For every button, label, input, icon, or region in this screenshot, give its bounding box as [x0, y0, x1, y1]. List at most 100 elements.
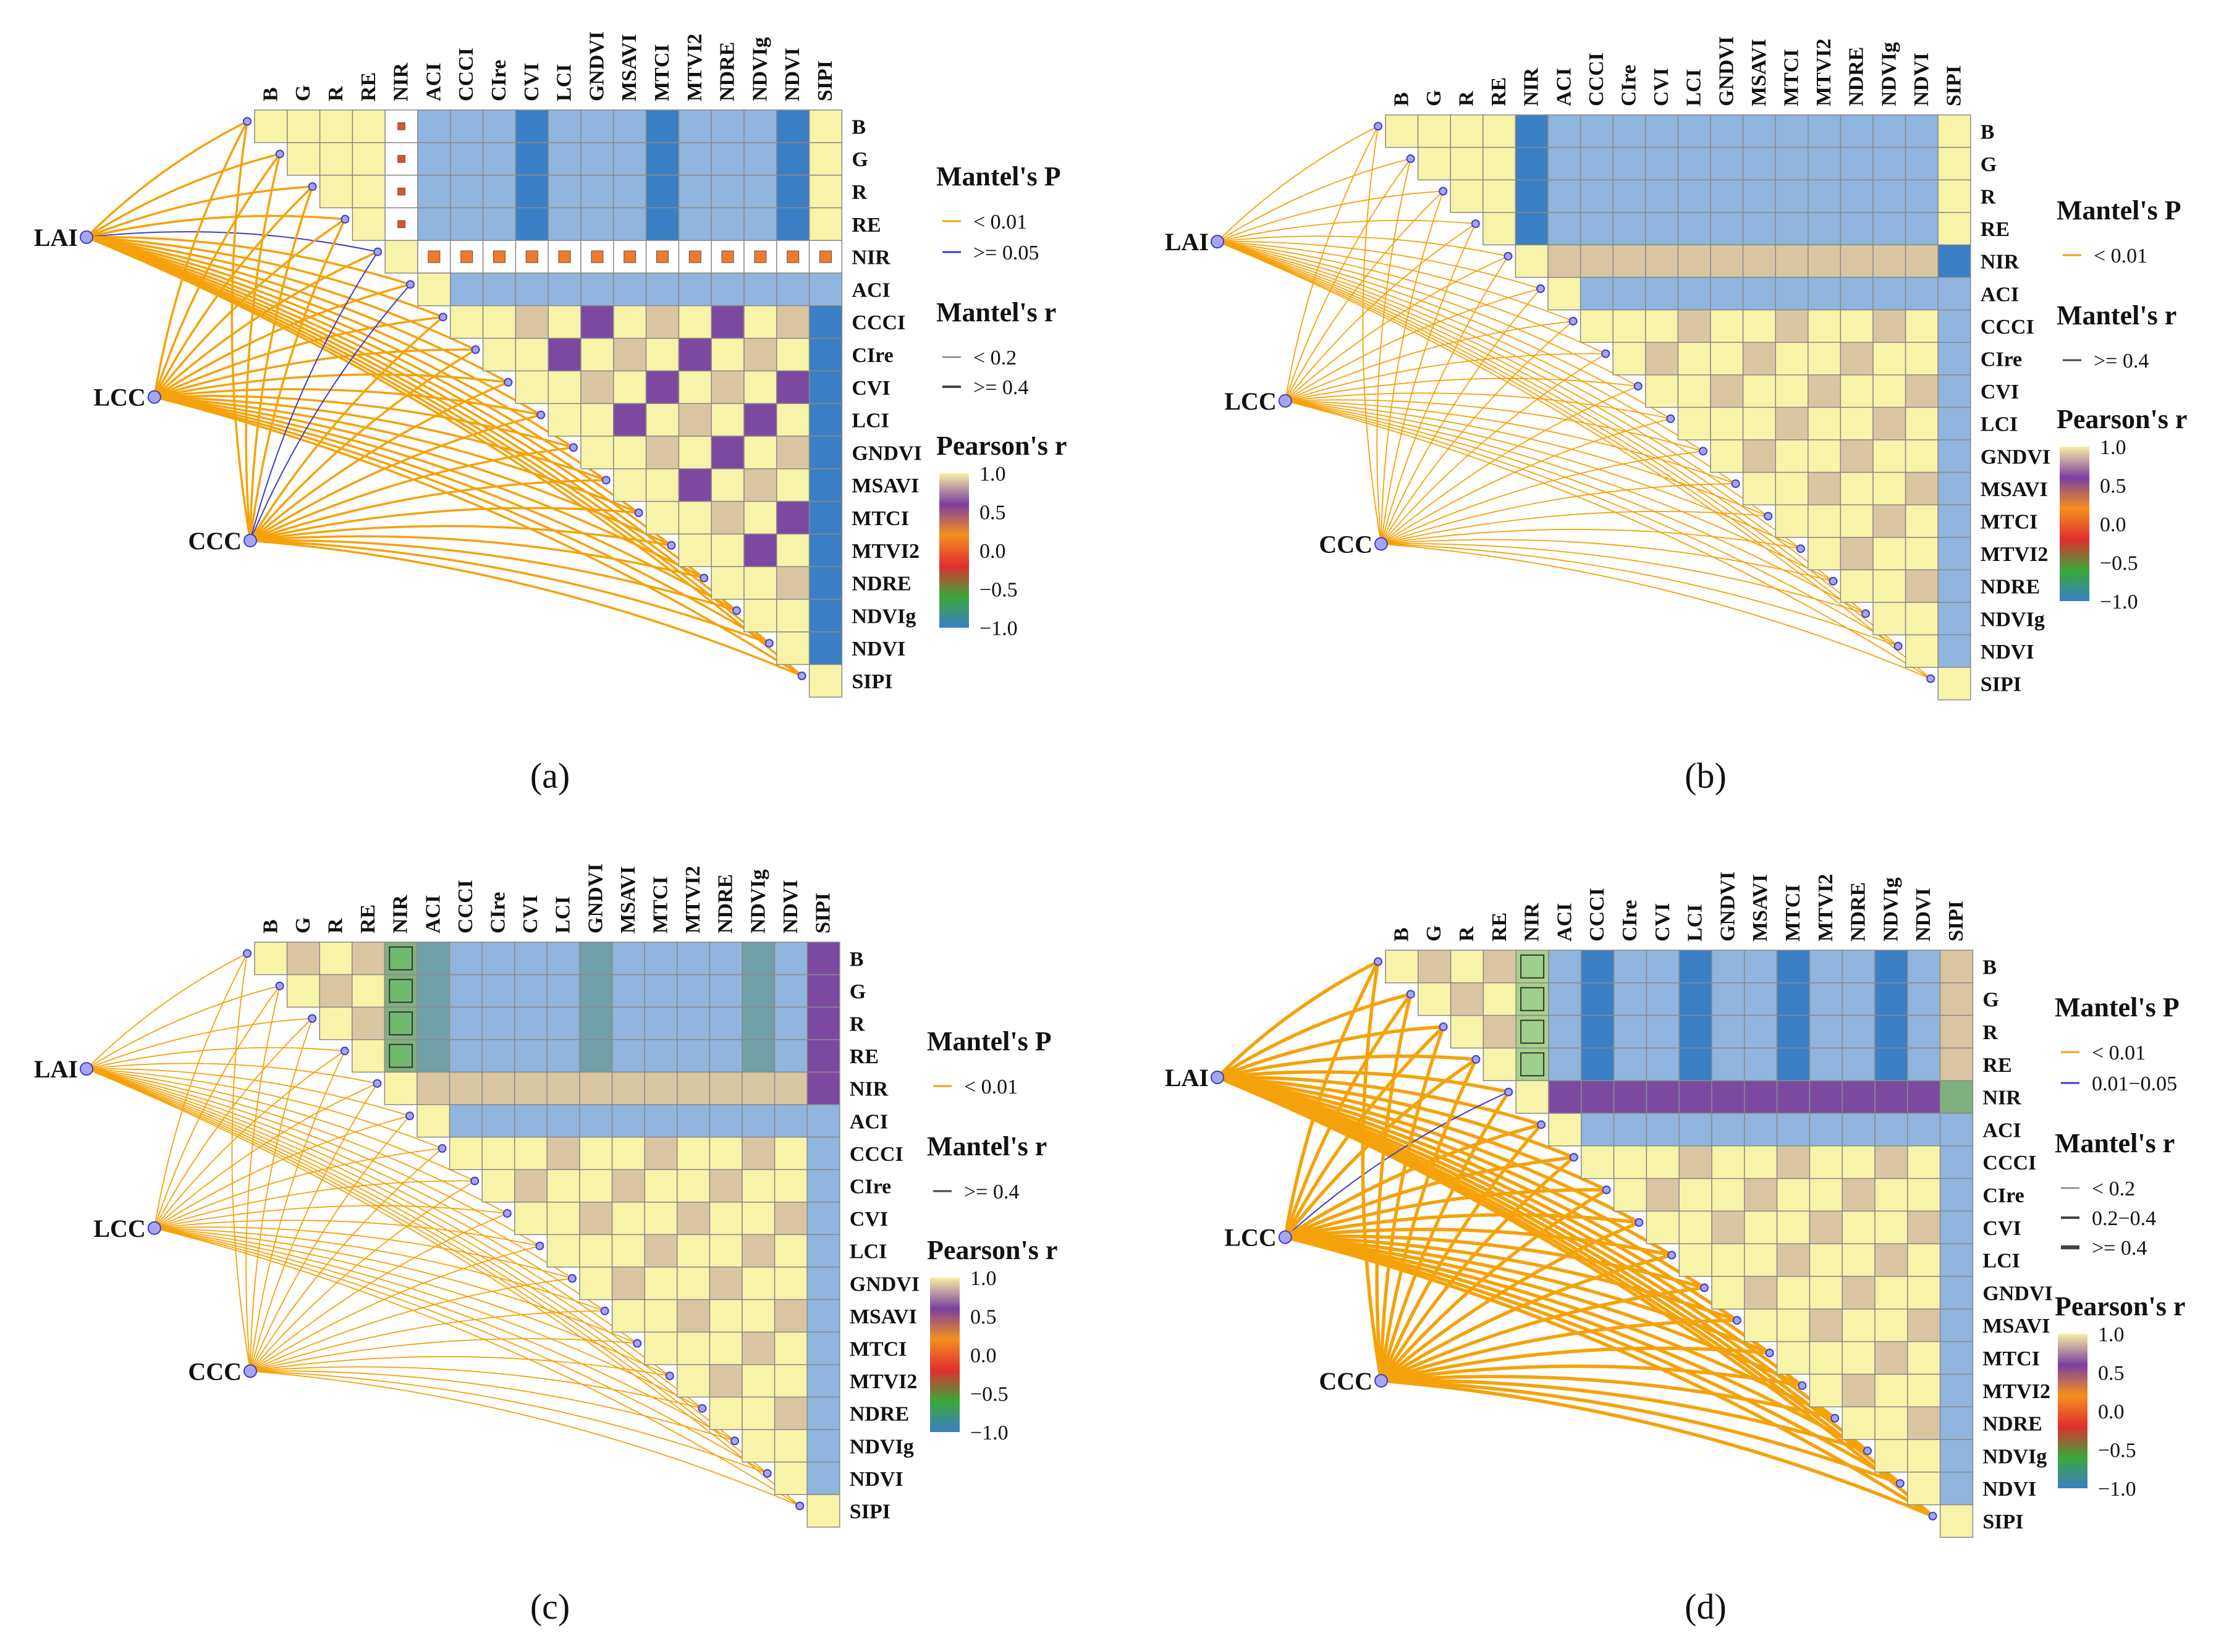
- cell-mtvi2-mtvi2: [677, 1364, 711, 1398]
- cell-aci-lci: [1677, 277, 1711, 311]
- cell-b-re: [352, 942, 386, 976]
- link-lai-nir: [86, 231, 379, 253]
- link-lcc-r: [153, 185, 314, 398]
- cell-g-sipi: [808, 142, 843, 176]
- cell-re-cvi: [1645, 212, 1679, 246]
- anchor-cire: [471, 345, 480, 354]
- cell-cvi-lci: [548, 370, 582, 404]
- cell-lci-msavi: [613, 403, 647, 437]
- link-lcc-gndvi: [153, 1226, 573, 1279]
- link-ccc-re: [249, 218, 347, 542]
- cell-re-cvi: [1646, 1047, 1680, 1081]
- link-lai-b: [85, 120, 248, 238]
- cell-marker-re-nir: [397, 220, 405, 229]
- cell-r-mtci: [644, 1006, 678, 1040]
- cell-nir-gndvi: [579, 1071, 613, 1105]
- cell-aci-ccci: [1580, 277, 1614, 311]
- link-ccc-ccci: [1381, 321, 1574, 545]
- link-lcc-ndre: [1284, 400, 1834, 582]
- cell-nir-nir: [384, 1071, 418, 1105]
- anchor-g: [1406, 990, 1415, 999]
- cell-re-mtvi2: [1809, 1047, 1843, 1081]
- cell-r-lci: [548, 174, 582, 209]
- cell-cvi-sipi: [806, 1202, 840, 1236]
- cell-g-mtci: [644, 974, 678, 1008]
- column-label-cvi: CVI: [1650, 68, 1673, 106]
- link-lai-msavi: [1217, 241, 1736, 484]
- cell-b-cire: [1613, 950, 1647, 984]
- link-ccc-ccci: [249, 316, 444, 542]
- legend-colorbar-tick: −0.5: [2098, 1439, 2136, 1462]
- cell-gndvi-msavi: [613, 436, 647, 470]
- cell-nir-sipi: [806, 1071, 840, 1105]
- node-label-lai: LAI: [1165, 228, 1209, 256]
- cell-cire-ndvig: [742, 1169, 776, 1203]
- cell-gndvi-sipi: [1937, 439, 1971, 473]
- column-label-mtci: MTCI: [1782, 884, 1804, 942]
- cell-nir-msavi: [1744, 1080, 1778, 1114]
- column-label-nir: NIR: [1521, 903, 1544, 942]
- anchor-ccci: [438, 1144, 447, 1153]
- column-label-re: RE: [357, 904, 379, 933]
- column-label-g: G: [1423, 925, 1445, 942]
- cell-ndre-sipi: [808, 566, 843, 600]
- cell-ndvig-sipi: [808, 599, 843, 633]
- anchor-sipi: [795, 1501, 805, 1511]
- cell-cvi-ndvi: [776, 370, 810, 404]
- cell-msavi-msavi: [1744, 1309, 1778, 1342]
- row-label-msavi: MSAVI: [1981, 478, 2048, 501]
- link-lai-aci: [85, 236, 412, 286]
- row-label-g: G: [1982, 988, 1998, 1011]
- cell-re-ndvi: [1905, 212, 1939, 246]
- row-label-ndre: NDRE: [852, 573, 911, 596]
- cell-aci-sipi: [806, 1104, 840, 1138]
- link-lai-re: [1216, 1054, 1478, 1079]
- cell-aci-cvi: [1645, 277, 1679, 311]
- cell-re-ndvi: [776, 207, 810, 241]
- cell-cire-mtci: [1776, 1178, 1811, 1212]
- column-label-b: B: [259, 87, 282, 101]
- cell-aci-lci: [1678, 1113, 1712, 1147]
- cell-gndvi-mtci: [1776, 1276, 1811, 1310]
- cell-nir-lci: [1677, 244, 1711, 278]
- cell-cire-mtci: [644, 1169, 678, 1203]
- cell-b-mtvi2: [1808, 114, 1842, 148]
- cell-r-mtci: [645, 174, 680, 209]
- legend-mantel-r-item: 0.2−0.4: [2092, 1207, 2156, 1230]
- node-lai: [1211, 235, 1224, 249]
- link-ccc-cvi: [1381, 386, 1639, 545]
- link-ccc-ndvig: [1379, 1378, 1869, 1453]
- column-label-ndvi: NDVI: [1912, 888, 1935, 942]
- cell-lci-msavi: [1742, 407, 1776, 440]
- link-lai-mtvi2: [86, 1068, 670, 1376]
- cell-ndre-ndre: [1840, 569, 1874, 603]
- legend-mantel-r-item: >= 0.4: [973, 376, 1028, 399]
- link-lai-lci: [85, 236, 542, 416]
- cell-aci-ccci: [450, 272, 484, 306]
- legend-mantel-r-title: Mantel's r: [936, 297, 1056, 327]
- cell-b-ccci: [1580, 114, 1614, 148]
- cell-g-aci: [1547, 146, 1581, 180]
- link-lai-re: [85, 214, 347, 238]
- link-ccc-sipi: [249, 539, 803, 677]
- column-labels: B G R RE NIR ACI CCCI CIre CVI LCI GNDVI MSAVI MTCI M…: [259, 864, 834, 933]
- cell-b-sipi: [806, 942, 840, 976]
- cell-b-lci: [1678, 950, 1712, 984]
- cell-nir-nir: [384, 240, 418, 274]
- cell-mtci-ndvig: [1874, 1341, 1908, 1375]
- cell-lci-ndvi: [776, 403, 810, 437]
- cell-lci-ndvig: [1872, 407, 1906, 440]
- link-ccc-aci: [1381, 288, 1541, 545]
- legend-colorbar-tick: 0.5: [2100, 475, 2126, 498]
- cell-ndvi-sipi: [806, 1461, 840, 1495]
- column-label-aci: ACI: [422, 63, 445, 101]
- link-lcc-nir: [153, 1082, 378, 1229]
- cell-g-ndvig: [742, 974, 776, 1008]
- link-ccc-ndre: [1379, 1375, 1837, 1420]
- cell-g-cvi: [1646, 982, 1680, 1016]
- cell-cire-cvi: [515, 337, 549, 372]
- cell-g-aci: [417, 974, 450, 1008]
- cell-aci-mtvi2: [1808, 277, 1842, 311]
- cell-ccci-ndvi: [774, 1136, 808, 1170]
- link-ccc-mtci: [249, 507, 640, 542]
